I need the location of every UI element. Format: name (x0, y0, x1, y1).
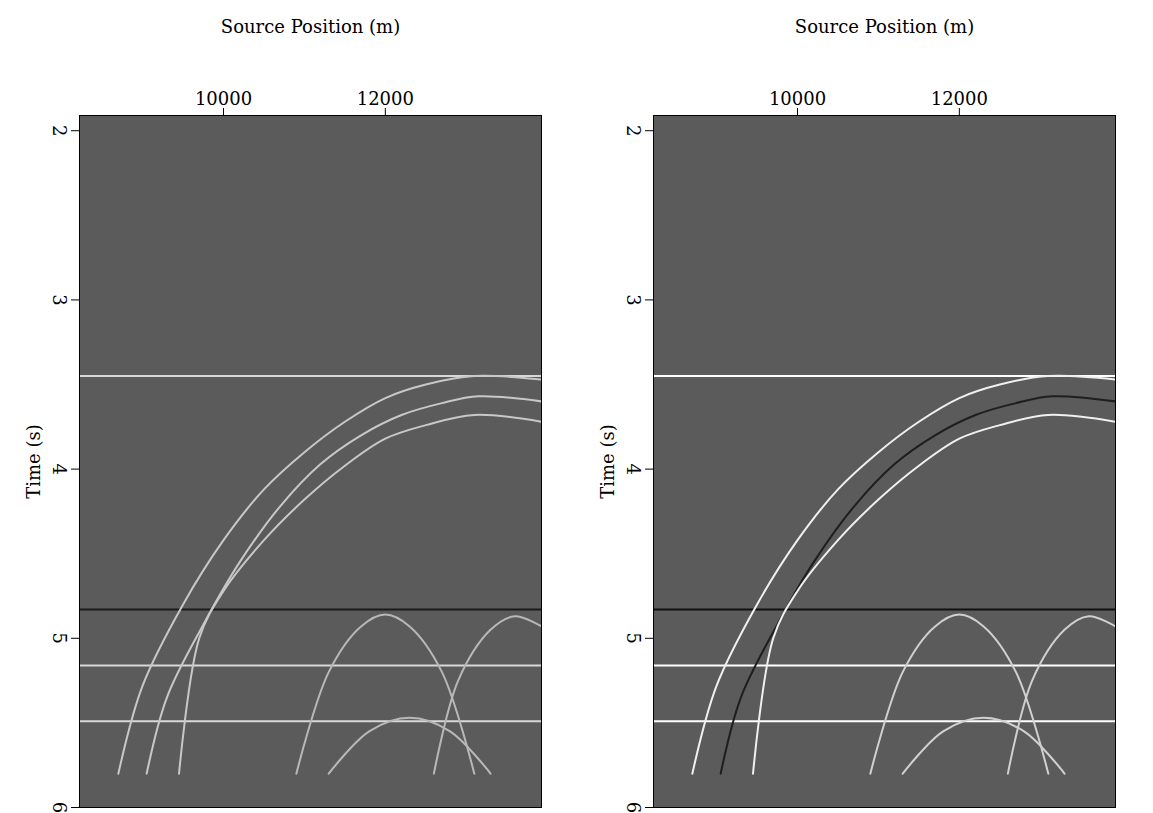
svg-text:4: 4 (623, 463, 644, 474)
svg-text:3: 3 (49, 294, 70, 305)
svg-text:10000: 10000 (769, 88, 826, 109)
svg-text:Time (s): Time (s) (23, 424, 44, 499)
svg-text:Source Position (m): Source Position (m) (221, 16, 400, 37)
svg-text:5: 5 (623, 633, 644, 644)
svg-text:6: 6 (49, 802, 70, 813)
svg-text:4: 4 (49, 463, 70, 474)
svg-text:2: 2 (623, 125, 644, 136)
svg-text:Source Position (m): Source Position (m) (795, 16, 974, 37)
svg-text:Time (s): Time (s) (597, 424, 618, 499)
svg-text:2: 2 (49, 125, 70, 136)
svg-text:12000: 12000 (931, 88, 988, 109)
svg-text:3: 3 (623, 294, 644, 305)
svg-text:10000: 10000 (195, 88, 252, 109)
svg-text:5: 5 (49, 633, 70, 644)
svg-text:12000: 12000 (357, 88, 414, 109)
svg-text:6: 6 (623, 802, 644, 813)
